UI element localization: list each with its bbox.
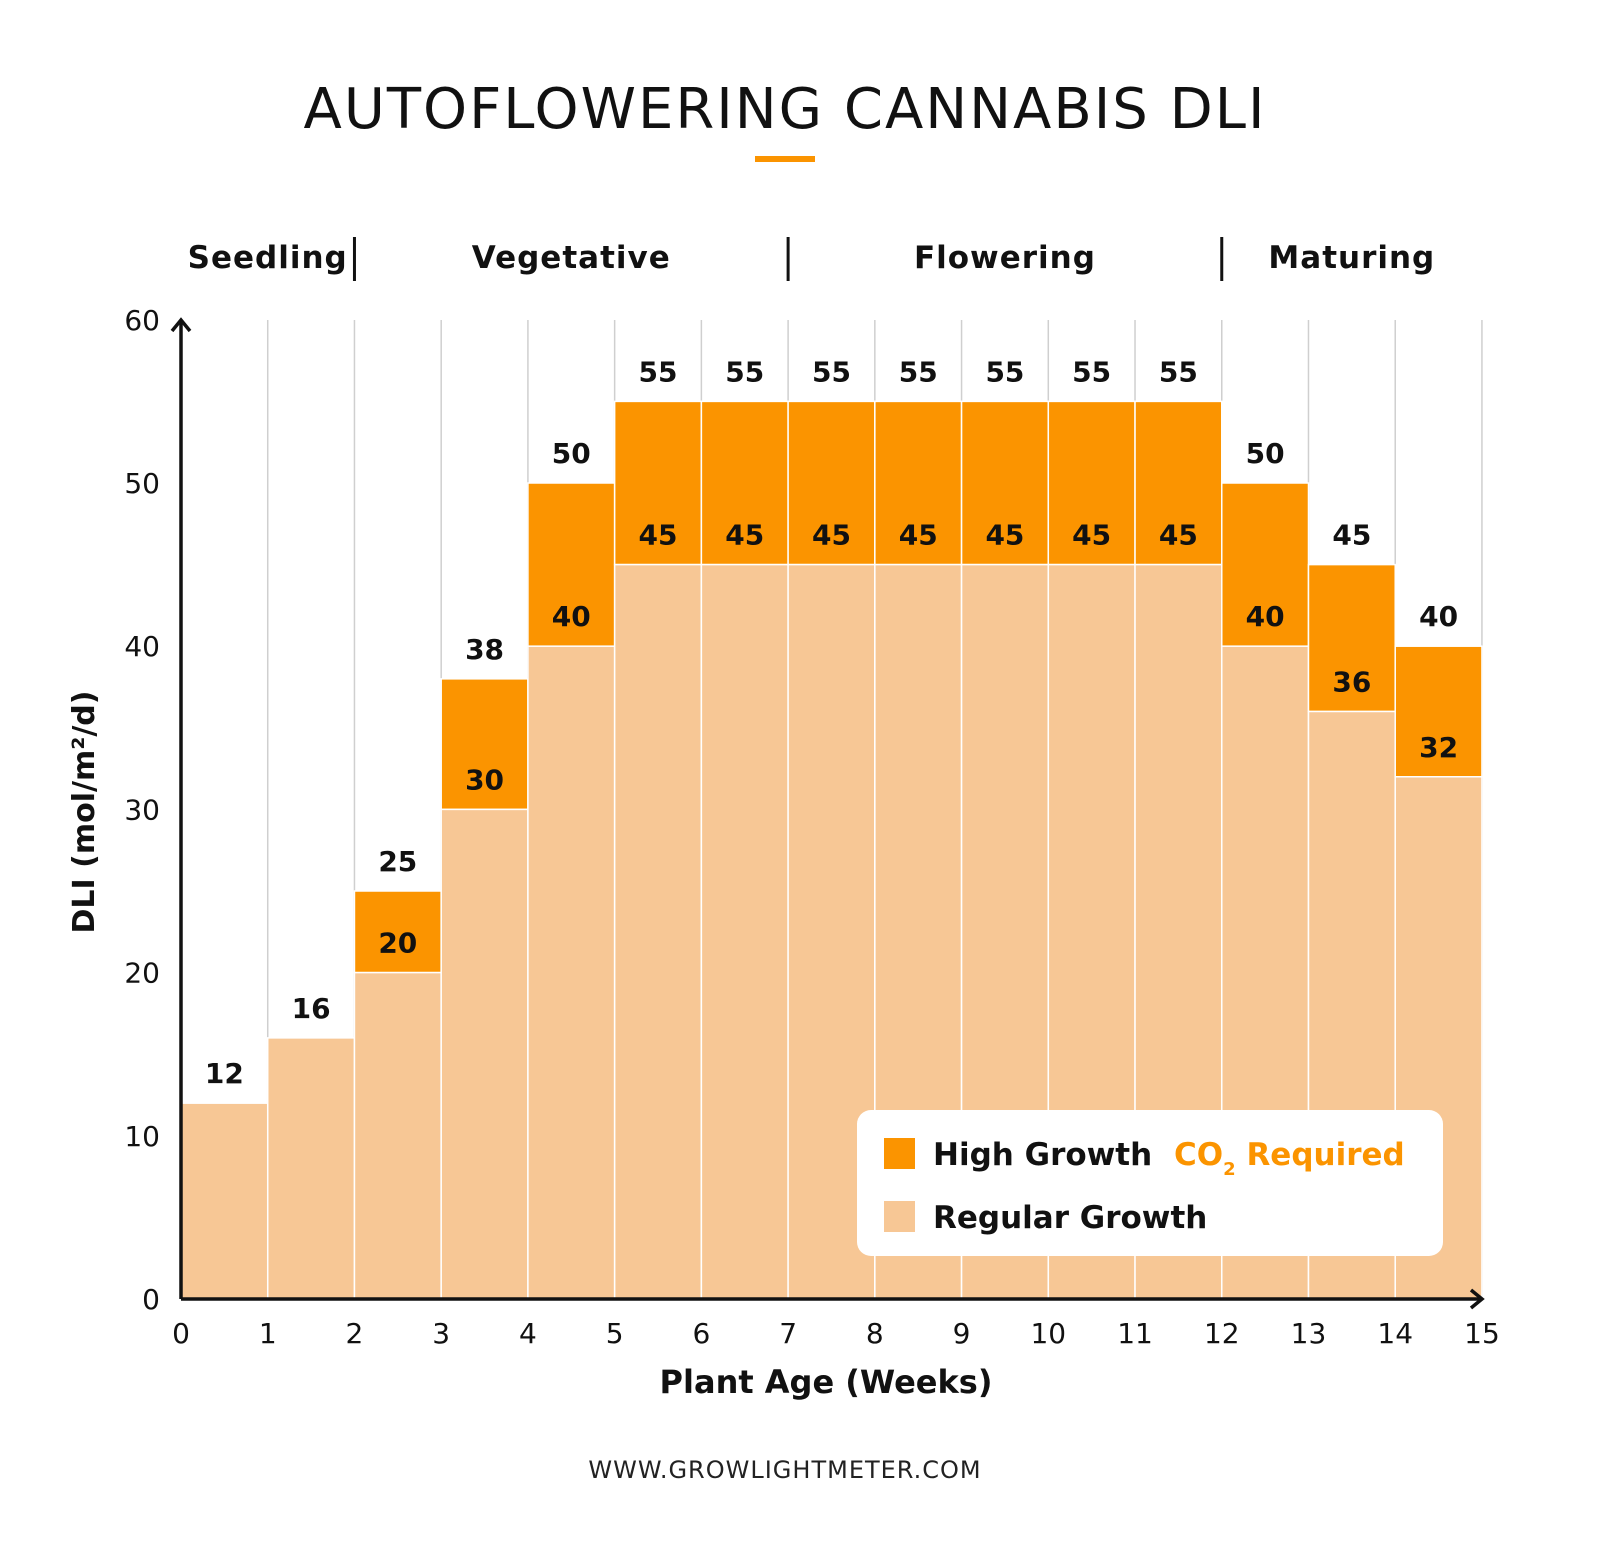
x-tick-label: 1 <box>259 1317 277 1350</box>
y-tick-label: 30 <box>124 793 160 826</box>
data-label-high: 50 <box>552 437 591 470</box>
data-label-regular: 40 <box>1246 600 1285 633</box>
data-label-high: 55 <box>985 355 1024 388</box>
data-label-high: 45 <box>1332 519 1371 552</box>
data-label-regular: 45 <box>1159 519 1198 552</box>
data-label-regular: 45 <box>985 519 1024 552</box>
data-label-regular: 45 <box>1072 519 1111 552</box>
bar-high-growth <box>1047 400 1136 566</box>
x-tick-label: 8 <box>866 1317 884 1350</box>
y-tick-label: 50 <box>124 467 160 500</box>
data-label-high: 50 <box>1246 437 1285 470</box>
data-label-high: 55 <box>899 355 938 388</box>
phase-label: Maturing <box>1268 240 1435 276</box>
phase-label: Vegetative <box>472 240 671 276</box>
x-tick-label: 4 <box>519 1317 537 1350</box>
bar-high-growth <box>1307 563 1396 713</box>
y-tick-label: 10 <box>124 1120 160 1153</box>
x-axis-arrow-icon <box>1469 1288 1485 1310</box>
bar-high-growth <box>960 400 1050 566</box>
data-label-regular: 40 <box>552 600 591 633</box>
data-label-high: 55 <box>1159 355 1198 388</box>
x-tick-label: 14 <box>1377 1317 1413 1350</box>
data-label-regular: 45 <box>812 519 851 552</box>
data-label-high: 55 <box>639 355 678 388</box>
bar-high-growth <box>1394 645 1483 778</box>
phase-label: Flowering <box>914 240 1096 276</box>
legend-box <box>857 1110 1443 1256</box>
x-tick-label: 0 <box>172 1317 190 1350</box>
legend-label-high: High Growth <box>933 1137 1152 1173</box>
bar-high-growth <box>353 890 442 974</box>
legend-swatch-regular <box>884 1201 915 1232</box>
phase-label: Seedling <box>188 240 348 276</box>
data-label-high: 55 <box>1072 355 1111 388</box>
bar-regular-growth <box>266 1037 356 1300</box>
bar-high-growth <box>613 400 703 566</box>
y-tick-label: 60 <box>124 304 160 337</box>
data-label-regular: 30 <box>465 763 504 796</box>
x-tick-label: 5 <box>606 1317 624 1350</box>
bar-regular-growth <box>440 808 529 1300</box>
bar-regular-growth <box>700 563 789 1300</box>
y-tick-label: 0 <box>142 1283 160 1316</box>
bar-regular-growth <box>180 1102 269 1300</box>
data-label-regular: 45 <box>639 519 678 552</box>
bar-regular-growth <box>527 645 616 1300</box>
bar-regular-growth <box>353 971 442 1300</box>
x-tick-label: 6 <box>692 1317 710 1350</box>
data-label-regular: 36 <box>1332 665 1371 698</box>
data-label-regular: 16 <box>292 992 331 1025</box>
bar-regular-growth <box>613 563 703 1300</box>
x-tick-label: 12 <box>1204 1317 1240 1350</box>
data-label-regular: 20 <box>378 927 417 960</box>
y-axis-arrow-icon <box>170 317 192 333</box>
legend-label-regular: Regular Growth <box>933 1200 1207 1236</box>
bar-high-growth <box>874 400 963 566</box>
x-tick-label: 10 <box>1030 1317 1066 1350</box>
legend-co2-note: CO2 Required <box>1174 1137 1405 1180</box>
x-tick-label: 7 <box>779 1317 797 1350</box>
y-tick-label: 40 <box>124 630 160 663</box>
x-tick-label: 9 <box>953 1317 971 1350</box>
title-underline <box>755 156 815 162</box>
x-tick-label: 13 <box>1291 1317 1327 1350</box>
data-label-regular: 45 <box>725 519 764 552</box>
x-axis-label: Plant Age (Weeks) <box>660 1363 993 1401</box>
footer-url: WWW.GROWLIGHTMETER.COM <box>588 1456 981 1484</box>
bar-high-growth <box>1134 400 1223 566</box>
chart-title: AUTOFLOWERING CANNABIS DLI <box>304 77 1267 142</box>
data-label-high: 40 <box>1419 600 1458 633</box>
y-axis-label: DLI (mol/m²/d) <box>67 691 102 934</box>
x-tick-label: 15 <box>1464 1317 1500 1350</box>
y-tick-label: 20 <box>124 957 160 990</box>
data-label-regular: 45 <box>899 519 938 552</box>
x-tick-label: 3 <box>432 1317 450 1350</box>
data-label-high: 25 <box>378 845 417 878</box>
x-tick-label: 2 <box>346 1317 364 1350</box>
x-tick-label: 11 <box>1117 1317 1153 1350</box>
data-label-high: 55 <box>725 355 764 388</box>
legend: High Growth CO2 Required Regular Growth <box>857 1110 1443 1256</box>
legend-swatch-high <box>884 1138 915 1169</box>
data-label-high: 38 <box>465 633 504 666</box>
data-label-regular: 12 <box>205 1057 244 1090</box>
bar-high-growth <box>527 482 616 647</box>
data-label-high: 55 <box>812 355 851 388</box>
data-label-regular: 32 <box>1419 731 1458 764</box>
